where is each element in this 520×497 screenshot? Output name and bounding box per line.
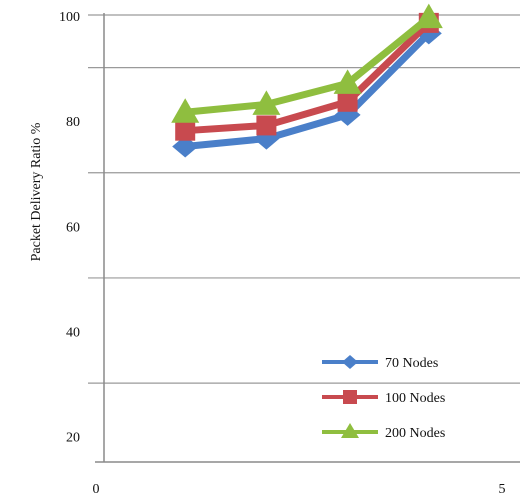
legend-marker-1 (343, 390, 357, 404)
legend-label-1: 100 Nodes (385, 391, 445, 406)
legend-item-0: 70 Nodes (322, 355, 438, 371)
series-line-0 (184, 30, 432, 150)
y-tick-label-2: 60 (66, 220, 80, 235)
legend: 70 Nodes 100 Nodes 200 Nodes (322, 355, 445, 441)
data-point-2-2 (333, 69, 362, 94)
data-point-2-1 (252, 90, 281, 115)
y-tick-label-1: 40 (66, 326, 80, 341)
legend-label-0: 70 Nodes (385, 356, 438, 371)
data-point-1-0 (175, 120, 196, 141)
legend-marker-2 (341, 423, 359, 438)
data-point-0-3 (415, 22, 442, 45)
y-axis-label: Packet Delivery Ratio % (29, 122, 44, 261)
data-point-1-2 (337, 91, 358, 112)
legend-label-2: 200 Nodes (385, 426, 445, 441)
data-point-0-0 (172, 135, 199, 158)
x-tick-label-0: 0 (93, 482, 100, 497)
tick-labels: 20 40 60 80 100 0 5 (59, 10, 506, 497)
series-line-1 (184, 20, 432, 135)
y-tick-label-0: 20 (66, 431, 80, 446)
series-2 (171, 3, 443, 123)
legend-marker-0 (342, 355, 358, 369)
data-point-2-3 (414, 3, 443, 29)
series-line-2 (184, 14, 432, 116)
data-point-2-0 (171, 98, 200, 123)
y-tick-label-4: 100 (59, 10, 80, 25)
x-tick-label-1: 5 (499, 482, 506, 497)
legend-item-2: 200 Nodes (322, 423, 445, 441)
data-point-1-1 (256, 115, 277, 136)
gridlines (88, 14, 520, 384)
axes (95, 13, 520, 463)
series-1 (175, 12, 439, 141)
series-lines (171, 3, 443, 158)
legend-item-1: 100 Nodes (322, 390, 445, 406)
y-tick-label-3: 80 (66, 115, 80, 130)
